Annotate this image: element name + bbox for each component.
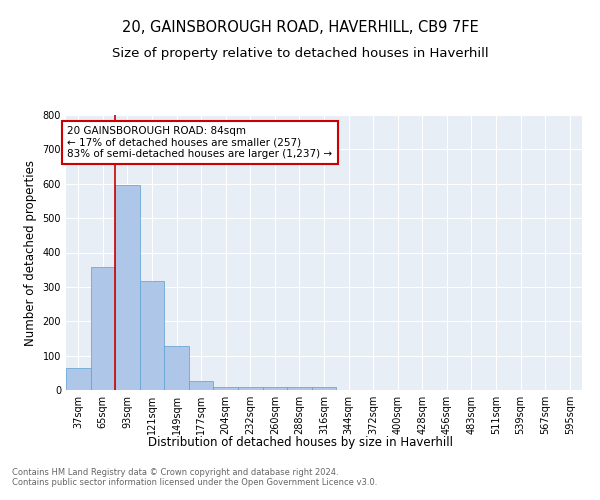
Text: Contains HM Land Registry data © Crown copyright and database right 2024.
Contai: Contains HM Land Registry data © Crown c… [12,468,377,487]
Text: 20, GAINSBOROUGH ROAD, HAVERHILL, CB9 7FE: 20, GAINSBOROUGH ROAD, HAVERHILL, CB9 7F… [122,20,478,35]
Bar [238,387,263,390]
Bar [312,387,336,390]
Bar [189,380,214,390]
Bar [287,387,312,390]
Bar [140,281,164,390]
Text: Distribution of detached houses by size in Haverhill: Distribution of detached houses by size … [148,436,452,449]
Bar [66,368,91,390]
Bar [91,268,115,390]
Bar [263,387,287,390]
Bar [164,346,189,390]
Bar [115,185,140,390]
Y-axis label: Number of detached properties: Number of detached properties [24,160,37,346]
Bar [214,387,238,390]
Text: Size of property relative to detached houses in Haverhill: Size of property relative to detached ho… [112,48,488,60]
Text: 20 GAINSBOROUGH ROAD: 84sqm
← 17% of detached houses are smaller (257)
83% of se: 20 GAINSBOROUGH ROAD: 84sqm ← 17% of det… [67,126,332,159]
